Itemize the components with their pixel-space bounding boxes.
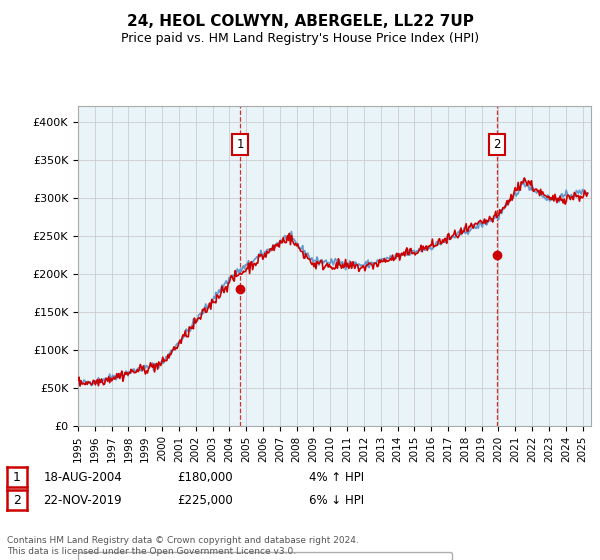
Text: £225,000: £225,000 bbox=[177, 493, 233, 507]
Legend: 24, HEOL COLWYN, ABERGELE, LL22 7UP (detached house), HPI: Average price, detach: 24, HEOL COLWYN, ABERGELE, LL22 7UP (det… bbox=[78, 552, 452, 560]
Text: Contains HM Land Registry data © Crown copyright and database right 2024.
This d: Contains HM Land Registry data © Crown c… bbox=[7, 536, 359, 556]
Text: 1: 1 bbox=[236, 138, 244, 151]
Text: £180,000: £180,000 bbox=[177, 470, 233, 484]
Text: 6% ↓ HPI: 6% ↓ HPI bbox=[309, 493, 364, 507]
Text: 22-NOV-2019: 22-NOV-2019 bbox=[43, 493, 122, 507]
Text: 24, HEOL COLWYN, ABERGELE, LL22 7UP: 24, HEOL COLWYN, ABERGELE, LL22 7UP bbox=[127, 14, 473, 29]
Text: 18-AUG-2004: 18-AUG-2004 bbox=[43, 470, 122, 484]
Text: 4% ↑ HPI: 4% ↑ HPI bbox=[309, 470, 364, 484]
Text: Price paid vs. HM Land Registry's House Price Index (HPI): Price paid vs. HM Land Registry's House … bbox=[121, 32, 479, 45]
Text: 2: 2 bbox=[493, 138, 500, 151]
Text: 1: 1 bbox=[13, 470, 21, 484]
Text: 2: 2 bbox=[13, 493, 21, 507]
